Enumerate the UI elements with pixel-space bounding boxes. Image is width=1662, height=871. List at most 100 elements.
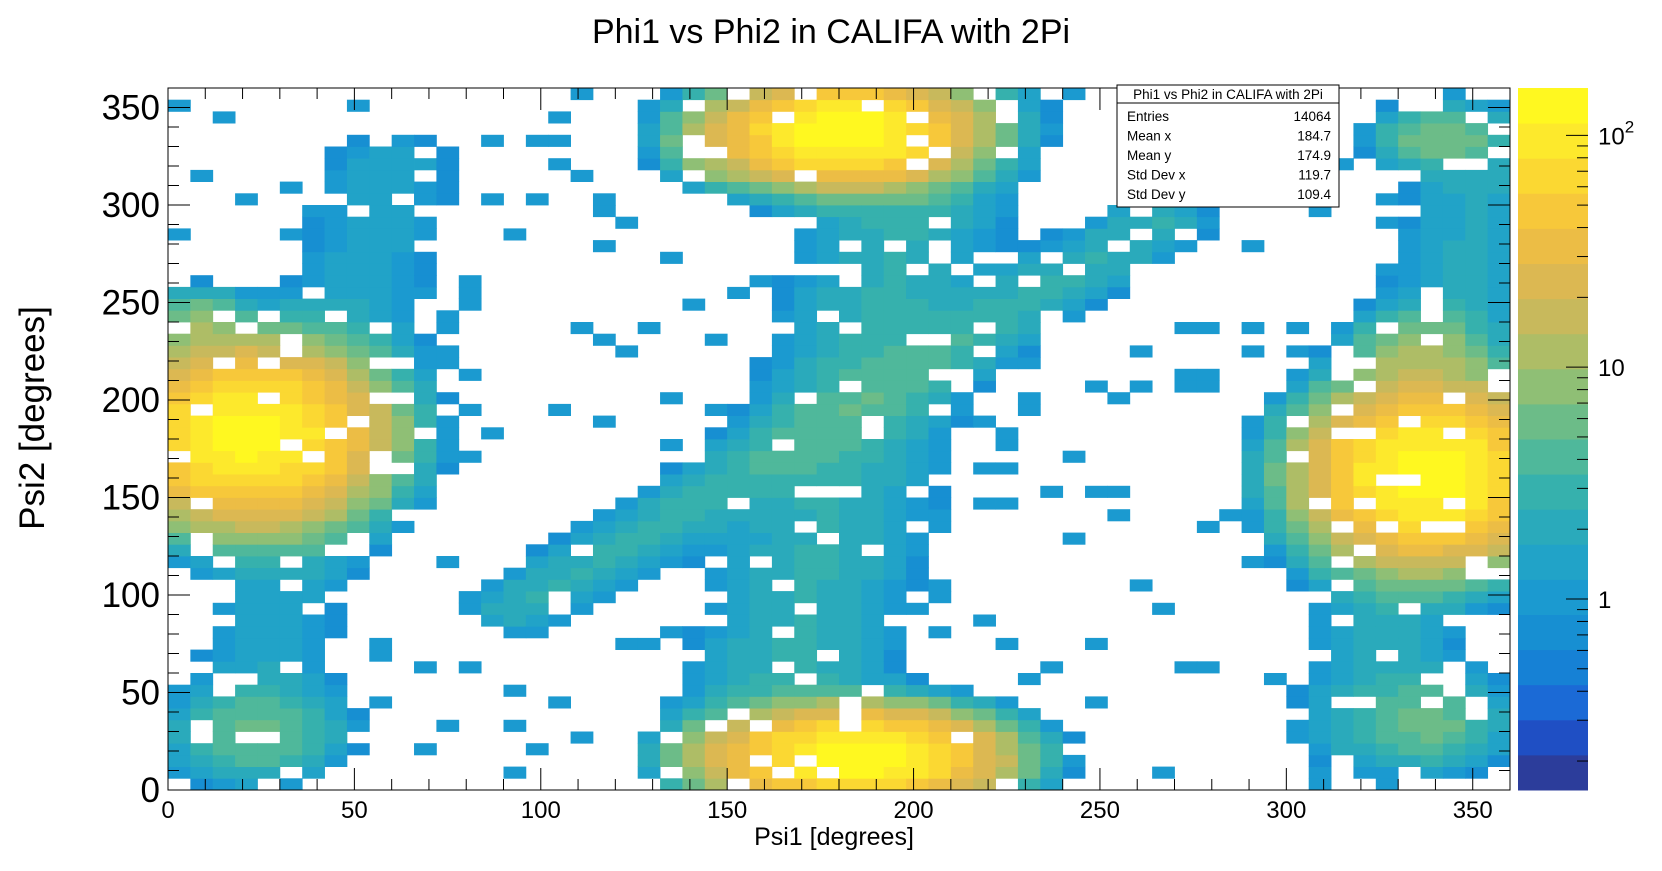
heatmap-cell: [660, 123, 683, 136]
heatmap-cell: [168, 497, 191, 510]
heatmap-cell: [414, 193, 437, 206]
heatmap-cell: [346, 146, 370, 159]
heatmap-cell: [928, 134, 952, 147]
heatmap-cell: [682, 158, 706, 171]
heatmap-cell: [436, 556, 460, 569]
heatmap-cell: [749, 123, 773, 136]
heatmap-cell: [212, 286, 236, 299]
color-scale-step: [1518, 474, 1588, 510]
heatmap-cell: [592, 333, 616, 346]
heatmap-cell: [682, 485, 706, 498]
heatmap-cell: [1152, 766, 1175, 779]
heatmap-cell: [1263, 532, 1287, 545]
heatmap-cell: [771, 286, 795, 299]
heatmap-cell: [1442, 556, 1466, 569]
heatmap-cell: [749, 193, 773, 206]
heatmap-cell: [883, 520, 907, 533]
heatmap-cell: [1420, 567, 1444, 580]
heatmap-cell: [1286, 520, 1310, 533]
heatmap-cell: [861, 169, 885, 182]
heatmap-cell: [1398, 626, 1421, 639]
heatmap-cell: [682, 754, 706, 767]
heatmap-cell: [906, 731, 929, 744]
heatmap-cell: [302, 614, 325, 627]
heatmap-cell: [771, 591, 795, 604]
heatmap-cell: [1442, 450, 1466, 463]
heatmap-cell: [637, 637, 661, 650]
heatmap-cell: [1442, 146, 1466, 159]
heatmap-cell: [816, 415, 840, 428]
heatmap-cell: [861, 146, 885, 159]
heatmap-cell: [302, 661, 325, 674]
heatmap-cell: [1375, 509, 1399, 522]
heatmap-cell: [794, 556, 818, 569]
heatmap-cell: [1040, 99, 1064, 112]
heatmap-cell: [1308, 684, 1332, 697]
heatmap-cell: [346, 134, 370, 147]
heatmap-cell: [302, 263, 325, 276]
heatmap-cell: [1375, 99, 1399, 112]
heatmap-cell: [906, 673, 929, 686]
heatmap-cell: [906, 684, 929, 697]
heatmap-cell: [839, 134, 862, 147]
heatmap-cell: [1465, 403, 1489, 416]
heatmap-cell: [212, 380, 236, 393]
heatmap-cell: [973, 462, 996, 475]
heatmap-cell: [839, 357, 862, 370]
heatmap-cell: [906, 450, 929, 463]
heatmap-cell: [1420, 158, 1444, 171]
heatmap-cell: [883, 298, 907, 311]
heatmap-cell: [883, 368, 907, 381]
heatmap-cell: [1398, 509, 1421, 522]
heatmap-cell: [861, 263, 885, 276]
heatmap-cell: [302, 743, 325, 756]
heatmap-cell: [749, 591, 773, 604]
heatmap-cell: [906, 380, 929, 393]
heatmap-cell: [1308, 754, 1332, 767]
heatmap-cell: [570, 567, 594, 580]
heatmap-cell: [503, 684, 527, 697]
heatmap-cell: [1442, 205, 1466, 218]
heatmap-cell: [794, 99, 818, 112]
heatmap-cell: [1487, 99, 1511, 112]
heatmap-cell: [190, 754, 214, 767]
heatmap-cell: [414, 497, 437, 510]
heatmap-cell: [883, 251, 907, 264]
heatmap-cell: [279, 275, 303, 288]
heatmap-cell: [1241, 415, 1265, 428]
heatmap-cell: [1331, 673, 1354, 686]
heatmap-cell: [682, 520, 706, 533]
heatmap-cell: [973, 743, 996, 756]
heatmap-cell: [1152, 228, 1175, 241]
heatmap-cell: [324, 556, 348, 569]
heatmap-cell: [816, 228, 840, 241]
heatmap-cell: [212, 649, 236, 662]
heatmap-cell: [1286, 403, 1310, 416]
heatmap-cell: [257, 497, 281, 510]
heatmap-cell: [324, 357, 348, 370]
heatmap-cell: [727, 696, 750, 709]
heatmap-cell: [1398, 111, 1421, 124]
heatmap-cell: [749, 392, 773, 405]
heatmap-cell: [168, 474, 191, 487]
heatmap-cell: [257, 637, 281, 650]
heatmap-cell: [950, 158, 974, 171]
heatmap-cell: [861, 556, 885, 569]
heatmap-cell: [861, 123, 885, 136]
heatmap-cell: [704, 169, 728, 182]
heatmap-cell: [1420, 649, 1444, 662]
heatmap-cell: [1487, 684, 1511, 697]
heatmap-cell: [592, 509, 616, 522]
heatmap-cell: [1353, 567, 1377, 580]
heatmap-cell: [1263, 544, 1287, 557]
heatmap-cell: [212, 708, 236, 721]
heatmap-cell: [1398, 263, 1421, 276]
heatmap-cell: [660, 462, 683, 475]
heatmap-cell: [1353, 310, 1377, 323]
heatmap-cell: [391, 520, 415, 533]
heatmap-cell: [369, 251, 393, 264]
heatmap-cell: [1420, 485, 1444, 498]
heatmap-cell: [771, 123, 795, 136]
heatmap-cell: [592, 520, 616, 533]
heatmap-cell: [1465, 415, 1489, 428]
